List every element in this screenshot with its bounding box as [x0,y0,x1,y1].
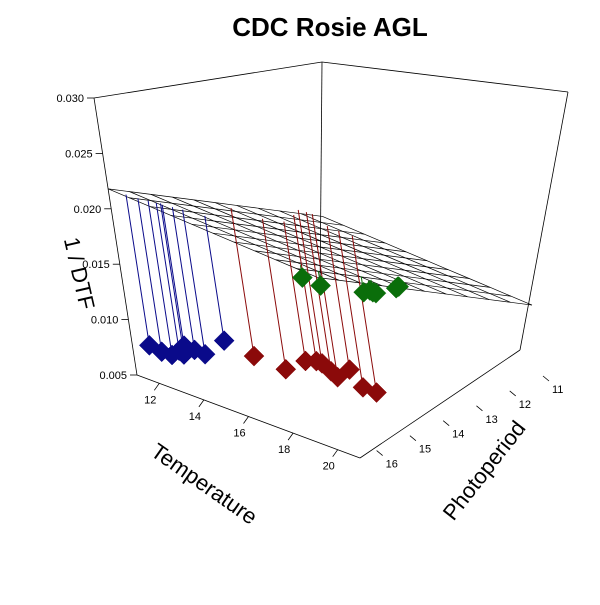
box-edge [320,62,322,293]
y-tick-mark [410,436,416,441]
y-tick-mark [543,376,549,381]
box-edge [94,98,137,375]
y-tick-label: 15 [419,444,431,456]
y-tick-mark [510,391,516,396]
residual-line [138,198,162,351]
box-edge [520,92,568,350]
z-tick-label: 0.030 [56,93,84,105]
residual-line [126,195,149,346]
box-edge [322,62,568,92]
residual-line [183,210,205,355]
y-tick-label: 13 [485,414,497,426]
data-point [276,359,296,379]
y-tick-mark [476,406,482,411]
residual-line [148,201,172,355]
residual-line [160,203,183,354]
x-tick-label: 12 [144,394,156,406]
data-points [126,195,409,403]
x-axis-label: Temperature [147,438,263,529]
x-tick-label: 14 [189,411,201,423]
x-tick-mark [154,383,159,390]
residual-line [327,226,349,370]
residual-line [162,205,184,346]
x-tick-mark [288,433,293,440]
y-tick-label: 14 [452,429,464,441]
y-tick-mark [377,451,383,456]
x-tick-label: 20 [323,461,335,473]
data-point [388,277,408,297]
z-tick-label: 0.020 [74,204,102,216]
z-tick-label: 0.010 [91,315,119,327]
chart-title: CDC Rosie AGL [232,12,428,42]
y-tick-label: 11 [552,384,563,396]
x-tick-label: 18 [278,444,290,456]
y-tick-mark [443,421,449,426]
y-tick-label: 12 [519,399,531,411]
x-tick-label: 16 [233,428,245,440]
x-tick-mark [199,400,204,407]
x-tick-mark [244,417,249,424]
box-edge [94,62,322,98]
data-point [244,346,264,366]
data-point [214,331,234,351]
x-tick-mark [333,450,338,457]
z-axis-label: 1 / DTF [59,235,100,312]
y-tick-label: 16 [386,459,398,471]
z-tick-label: 0.025 [65,148,93,160]
z-tick-label: 0.005 [99,370,127,382]
